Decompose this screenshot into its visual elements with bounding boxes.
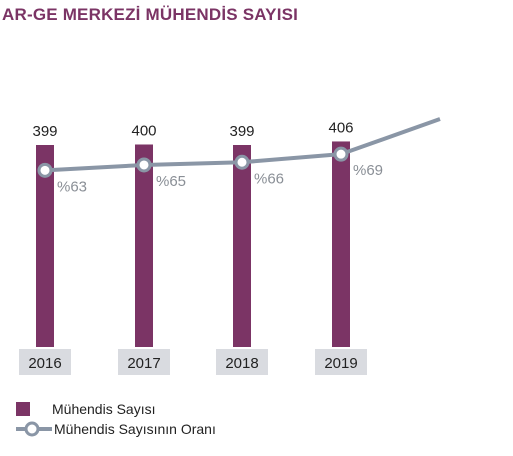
- bar-value-label-2016: 399: [32, 123, 57, 140]
- bar-2019: [332, 141, 350, 347]
- year-box-2018: [216, 349, 268, 375]
- year-label-2017: 2017: [127, 355, 160, 372]
- year-label-2019: 2019: [324, 355, 357, 372]
- legend-label-bar: Mühendis Sayısı: [52, 401, 156, 417]
- ratio-point-2016: [37, 162, 53, 178]
- bar-2018: [233, 145, 251, 347]
- ratio-point-2018: [234, 154, 250, 170]
- bar-2017: [135, 144, 153, 347]
- year-box-2017: [118, 349, 170, 375]
- ratio-label-2019: %69: [353, 162, 383, 179]
- year-box-2019: [315, 349, 367, 375]
- ratio-label-2017: %65: [156, 173, 186, 190]
- bar-value-label-2019: 406: [328, 119, 353, 136]
- chart-title: AR-GE MERKEZİ MÜHENDİS SAYISI: [2, 5, 299, 24]
- bar-2016: [36, 145, 54, 347]
- ratio-point-2017: [136, 157, 152, 173]
- year-box-2016: [19, 349, 71, 375]
- ratio-label-2016: %63: [57, 178, 87, 195]
- bar-value-label-2018: 399: [229, 123, 254, 140]
- ratio-label-2018: %66: [254, 170, 284, 187]
- year-label-2016: 2016: [28, 355, 61, 372]
- bar-value-label-2017: 400: [131, 122, 156, 139]
- legend-item-bar: Mühendis Sayısı: [16, 401, 156, 417]
- ratio-point-2019: [333, 146, 349, 162]
- legend-label-line: Mühendis Sayısının Oranı: [54, 421, 216, 437]
- year-label-2018: 2018: [225, 355, 258, 372]
- legend-item-line: Mühendis Sayısının Oranı: [16, 421, 216, 437]
- legend-line-swatch: [16, 421, 52, 437]
- legend-bar-swatch: [16, 402, 30, 416]
